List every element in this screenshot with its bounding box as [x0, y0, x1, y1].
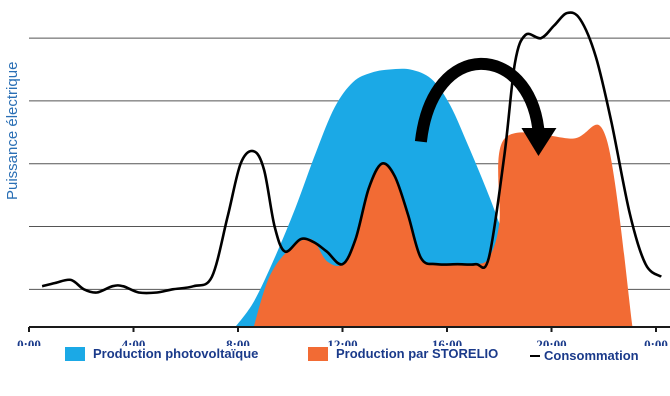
- series-area-1: [253, 124, 633, 328]
- arrow-shaft-0: [414, 57, 545, 143]
- legend-swatch-storelio: [308, 346, 328, 361]
- x-tick-label-5: 20:00: [536, 337, 566, 346]
- x-tick-label-3: 12:00: [327, 337, 357, 346]
- y-axis-label: Puissance électrique: [4, 61, 21, 200]
- legend: Production photovoltaïque Production par…: [0, 346, 670, 376]
- chart-canvas: 0:00 4:00 8:00 12:00 16:00 20:00 0:00: [17, 11, 670, 346]
- legend-item-pv: Production photovoltaïque: [65, 346, 258, 361]
- x-tick-label-4: 16:00: [432, 337, 462, 346]
- x-tick-label-2: 8:00: [226, 337, 250, 346]
- legend-swatch-pv: [65, 346, 85, 361]
- legend-line-consumption: [530, 354, 540, 357]
- legend-label-pv: Production photovoltaïque: [93, 346, 259, 361]
- series-line-2: [41, 11, 663, 295]
- legend-item-storelio: Production par STORELIO: [308, 346, 498, 361]
- x-tick-label-0: 0:00: [17, 337, 41, 346]
- x-tick-label-6: 0:00: [644, 337, 668, 346]
- arrow-head-0: [521, 128, 557, 157]
- legend-label-consumption: Consommation: [544, 348, 639, 363]
- x-tick-label-1: 4:00: [122, 337, 146, 346]
- legend-label-storelio: Production par STORELIO: [336, 346, 499, 361]
- legend-item-consumption: Consommation: [530, 348, 639, 363]
